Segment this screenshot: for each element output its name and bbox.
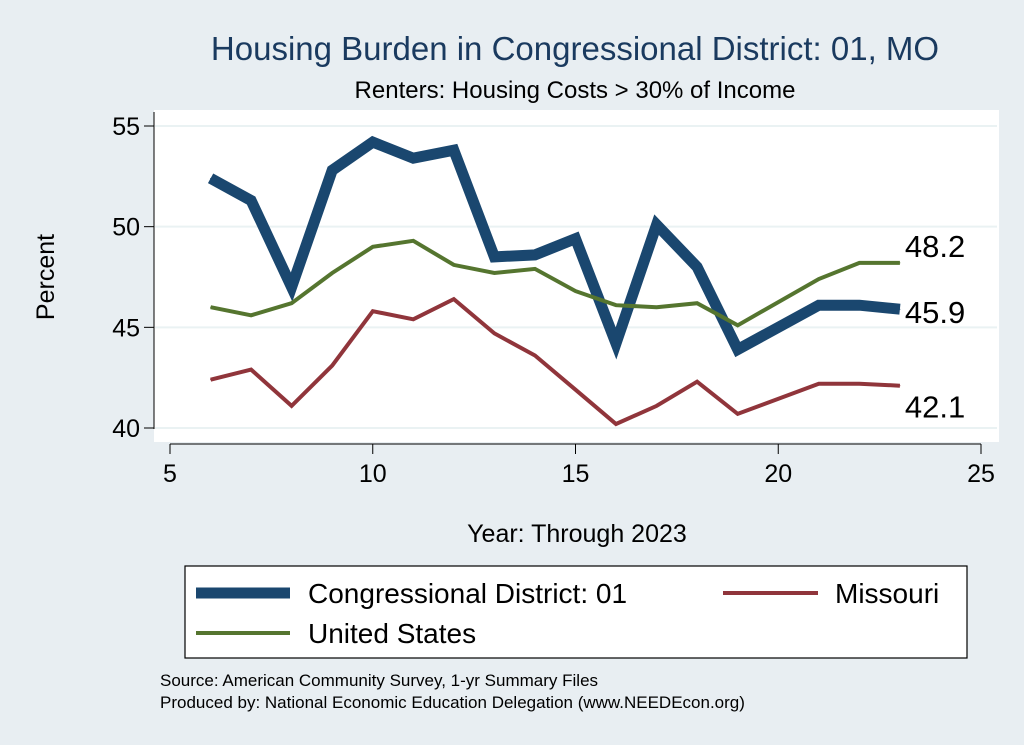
x-axis-title: Year: Through 2023 xyxy=(467,520,687,548)
data-point xyxy=(534,355,536,357)
data-point xyxy=(575,389,576,391)
y-tick-label-45: 45 xyxy=(112,314,140,342)
data-point xyxy=(575,238,576,240)
data-point xyxy=(696,381,698,383)
data-point xyxy=(858,262,860,264)
data-point xyxy=(737,413,739,415)
data-point xyxy=(534,268,536,270)
data-point xyxy=(818,278,820,280)
y-tick-label-40: 40 xyxy=(112,415,140,443)
data-point xyxy=(291,286,293,288)
data-point xyxy=(250,199,252,201)
end-label-missouri: 42.1 xyxy=(905,390,965,425)
data-point xyxy=(615,342,617,344)
data-point xyxy=(250,314,252,316)
data-point xyxy=(656,224,658,226)
data-point xyxy=(534,254,536,256)
data-point xyxy=(818,383,820,385)
gridlines xyxy=(155,125,997,429)
data-point xyxy=(858,304,860,306)
data-point xyxy=(899,262,901,264)
data-point xyxy=(696,266,698,268)
data-point xyxy=(372,246,374,248)
data-point xyxy=(210,379,212,381)
chart-subtitle: Renters: Housing Costs > 30% of Income xyxy=(355,77,796,104)
legend: Congressional District: 01 Missouri Unit… xyxy=(184,565,968,659)
data-point xyxy=(737,324,739,326)
x-axis-ticks: 5 10 15 20 25 xyxy=(163,444,995,488)
data-point xyxy=(372,310,374,312)
data-point xyxy=(210,177,212,179)
data-point xyxy=(493,256,495,258)
producer-note: Produced by: National Economic Education… xyxy=(160,693,745,712)
data-point xyxy=(656,405,658,407)
data-point xyxy=(331,169,333,171)
data-point xyxy=(372,141,374,143)
data-point xyxy=(615,423,617,425)
x-tick-label-10: 10 xyxy=(359,460,387,488)
data-point xyxy=(899,385,901,387)
data-point xyxy=(453,149,455,151)
data-point xyxy=(818,304,820,306)
x-tick-label-25: 25 xyxy=(967,460,995,488)
x-tick-label-20: 20 xyxy=(764,460,792,488)
chart-title: Housing Burden in Congressional District… xyxy=(211,30,939,67)
data-point xyxy=(737,348,739,350)
data-point xyxy=(493,332,495,334)
data-point xyxy=(493,272,495,274)
data-point xyxy=(453,264,455,266)
legend-label-district: Congressional District: 01 xyxy=(308,578,627,609)
series-lines xyxy=(207,135,901,427)
y-tick-label-55: 55 xyxy=(112,113,140,141)
x-tick-label-15: 15 xyxy=(562,460,590,488)
y-axis-ticks: 40 45 50 55 xyxy=(112,113,154,443)
data-point xyxy=(291,405,293,407)
data-point xyxy=(250,369,252,371)
end-labels: 45.9 42.1 48.2 xyxy=(905,229,965,425)
legend-box xyxy=(184,565,968,659)
data-point xyxy=(412,318,414,320)
end-label-district: 45.9 xyxy=(905,295,965,330)
data-point xyxy=(331,272,333,274)
data-point xyxy=(291,302,293,304)
source-note: Source: American Community Survey, 1-yr … xyxy=(160,671,598,690)
data-point xyxy=(412,240,414,242)
x-tick-label-5: 5 xyxy=(163,460,177,488)
legend-label-missouri: Missouri xyxy=(835,578,939,609)
data-point xyxy=(331,365,333,367)
data-point xyxy=(615,304,617,306)
end-label-us: 48.2 xyxy=(905,229,965,264)
data-point xyxy=(210,306,212,308)
data-point xyxy=(858,383,860,385)
data-point xyxy=(899,308,901,310)
y-tick-label-50: 50 xyxy=(112,214,140,242)
data-point xyxy=(696,302,698,304)
data-point xyxy=(575,290,576,292)
data-point xyxy=(453,298,455,300)
legend-label-us: United States xyxy=(308,618,476,649)
y-axis-title: Percent xyxy=(32,234,60,320)
data-point xyxy=(412,157,414,159)
data-point xyxy=(656,306,658,308)
